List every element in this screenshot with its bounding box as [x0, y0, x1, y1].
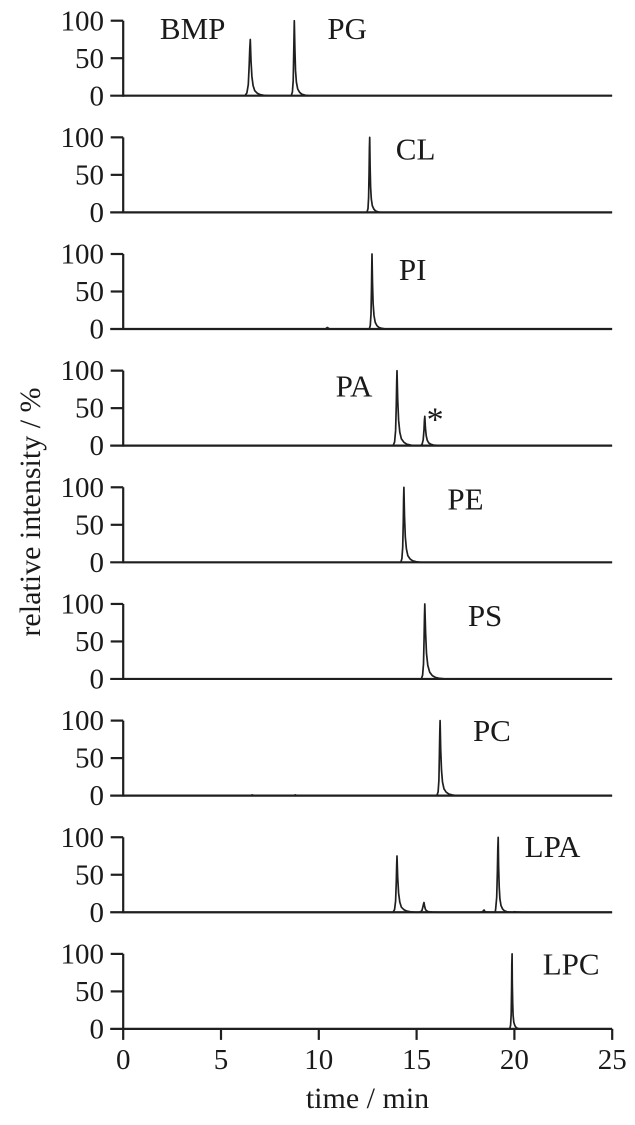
panel-BMP-PG: 0 50 100 BMP PG [61, 5, 613, 112]
y-tick-label: 0 [90, 430, 105, 462]
x-axis-title: time / min [305, 1082, 430, 1115]
y-tick-label: 50 [75, 626, 104, 658]
trace-PC [123, 719, 613, 797]
y-axis-title: relative intensity / % [14, 387, 47, 637]
y-tick-label: 100 [61, 822, 105, 854]
panel-label-PA: PA [336, 369, 373, 404]
y-tick-label: 100 [61, 355, 105, 387]
y-tick-label: 0 [90, 1013, 105, 1045]
x-tick-label: 20 [500, 1044, 529, 1076]
x-tick-label: 0 [116, 1044, 131, 1076]
panel-label-BMP: BMP [160, 11, 225, 46]
y-tick-label: 0 [90, 664, 105, 696]
x-tick-label: 10 [304, 1044, 333, 1076]
panel-CL: 0 50 100 CL [61, 122, 613, 229]
panel-label-LPA: LPA [525, 829, 581, 864]
x-tick-label: 5 [214, 1044, 229, 1076]
panel-label-PS: PS [468, 598, 502, 633]
panel-LPC: 0 50 100 LPC 0 5 10 15 20 25 [61, 938, 627, 1075]
y-tick-label: 0 [90, 780, 105, 812]
trace-PE [123, 486, 613, 564]
y-tick-label: 100 [61, 589, 105, 621]
y-tick-label: 100 [61, 472, 105, 504]
y-tick-label: 0 [90, 80, 105, 112]
y-tick-label: 50 [75, 393, 104, 425]
y-tick-label: 0 [90, 197, 105, 229]
y-tick-label: 100 [61, 5, 105, 37]
y-tick-label: 50 [75, 509, 104, 541]
trace-LPC [123, 953, 613, 1030]
x-tick-label: 25 [598, 1044, 627, 1076]
y-tick-label: 50 [75, 976, 104, 1008]
y-tick-label: 50 [75, 743, 104, 775]
panel-label-asterisk: * [427, 401, 444, 438]
y-tick-label: 0 [90, 547, 105, 579]
y-tick-label: 100 [61, 122, 105, 154]
panel-label-PC: PC [473, 713, 511, 748]
y-tick-label: 50 [75, 859, 104, 891]
panel-label-PE: PE [447, 481, 483, 516]
panel-label-LPC: LPC [543, 947, 600, 982]
panel-LPA: 0 50 100 LPA [61, 822, 613, 929]
trace-BMP-PG [123, 19, 613, 97]
x-tick-label: 15 [402, 1044, 431, 1076]
y-tick-label: 100 [61, 705, 105, 737]
panel-PI: 0 50 100 PI [61, 239, 613, 346]
y-tick-label: 50 [75, 159, 104, 191]
trace-PA [123, 369, 613, 447]
y-tick-label: 100 [61, 938, 105, 970]
y-tick-label: 0 [90, 897, 105, 929]
panel-label-PG: PG [327, 11, 367, 46]
y-tick-label: 50 [75, 276, 104, 308]
panel-label-PI: PI [399, 252, 427, 287]
panel-label-CL: CL [396, 131, 436, 166]
trace-LPA [123, 836, 613, 914]
panel-PE: 0 50 100 PE [61, 472, 613, 579]
panel-PC: 0 50 100 PC [61, 705, 613, 812]
y-tick-label: 100 [61, 239, 105, 271]
y-tick-label: 0 [90, 314, 105, 346]
trace-PI [123, 253, 613, 330]
panel-PA: 0 50 100 PA * [61, 355, 613, 462]
trace-PS [123, 603, 613, 680]
trace-CL [123, 136, 613, 214]
panel-PS: 0 50 100 PS [61, 589, 613, 696]
y-tick-label: 50 [75, 43, 104, 75]
